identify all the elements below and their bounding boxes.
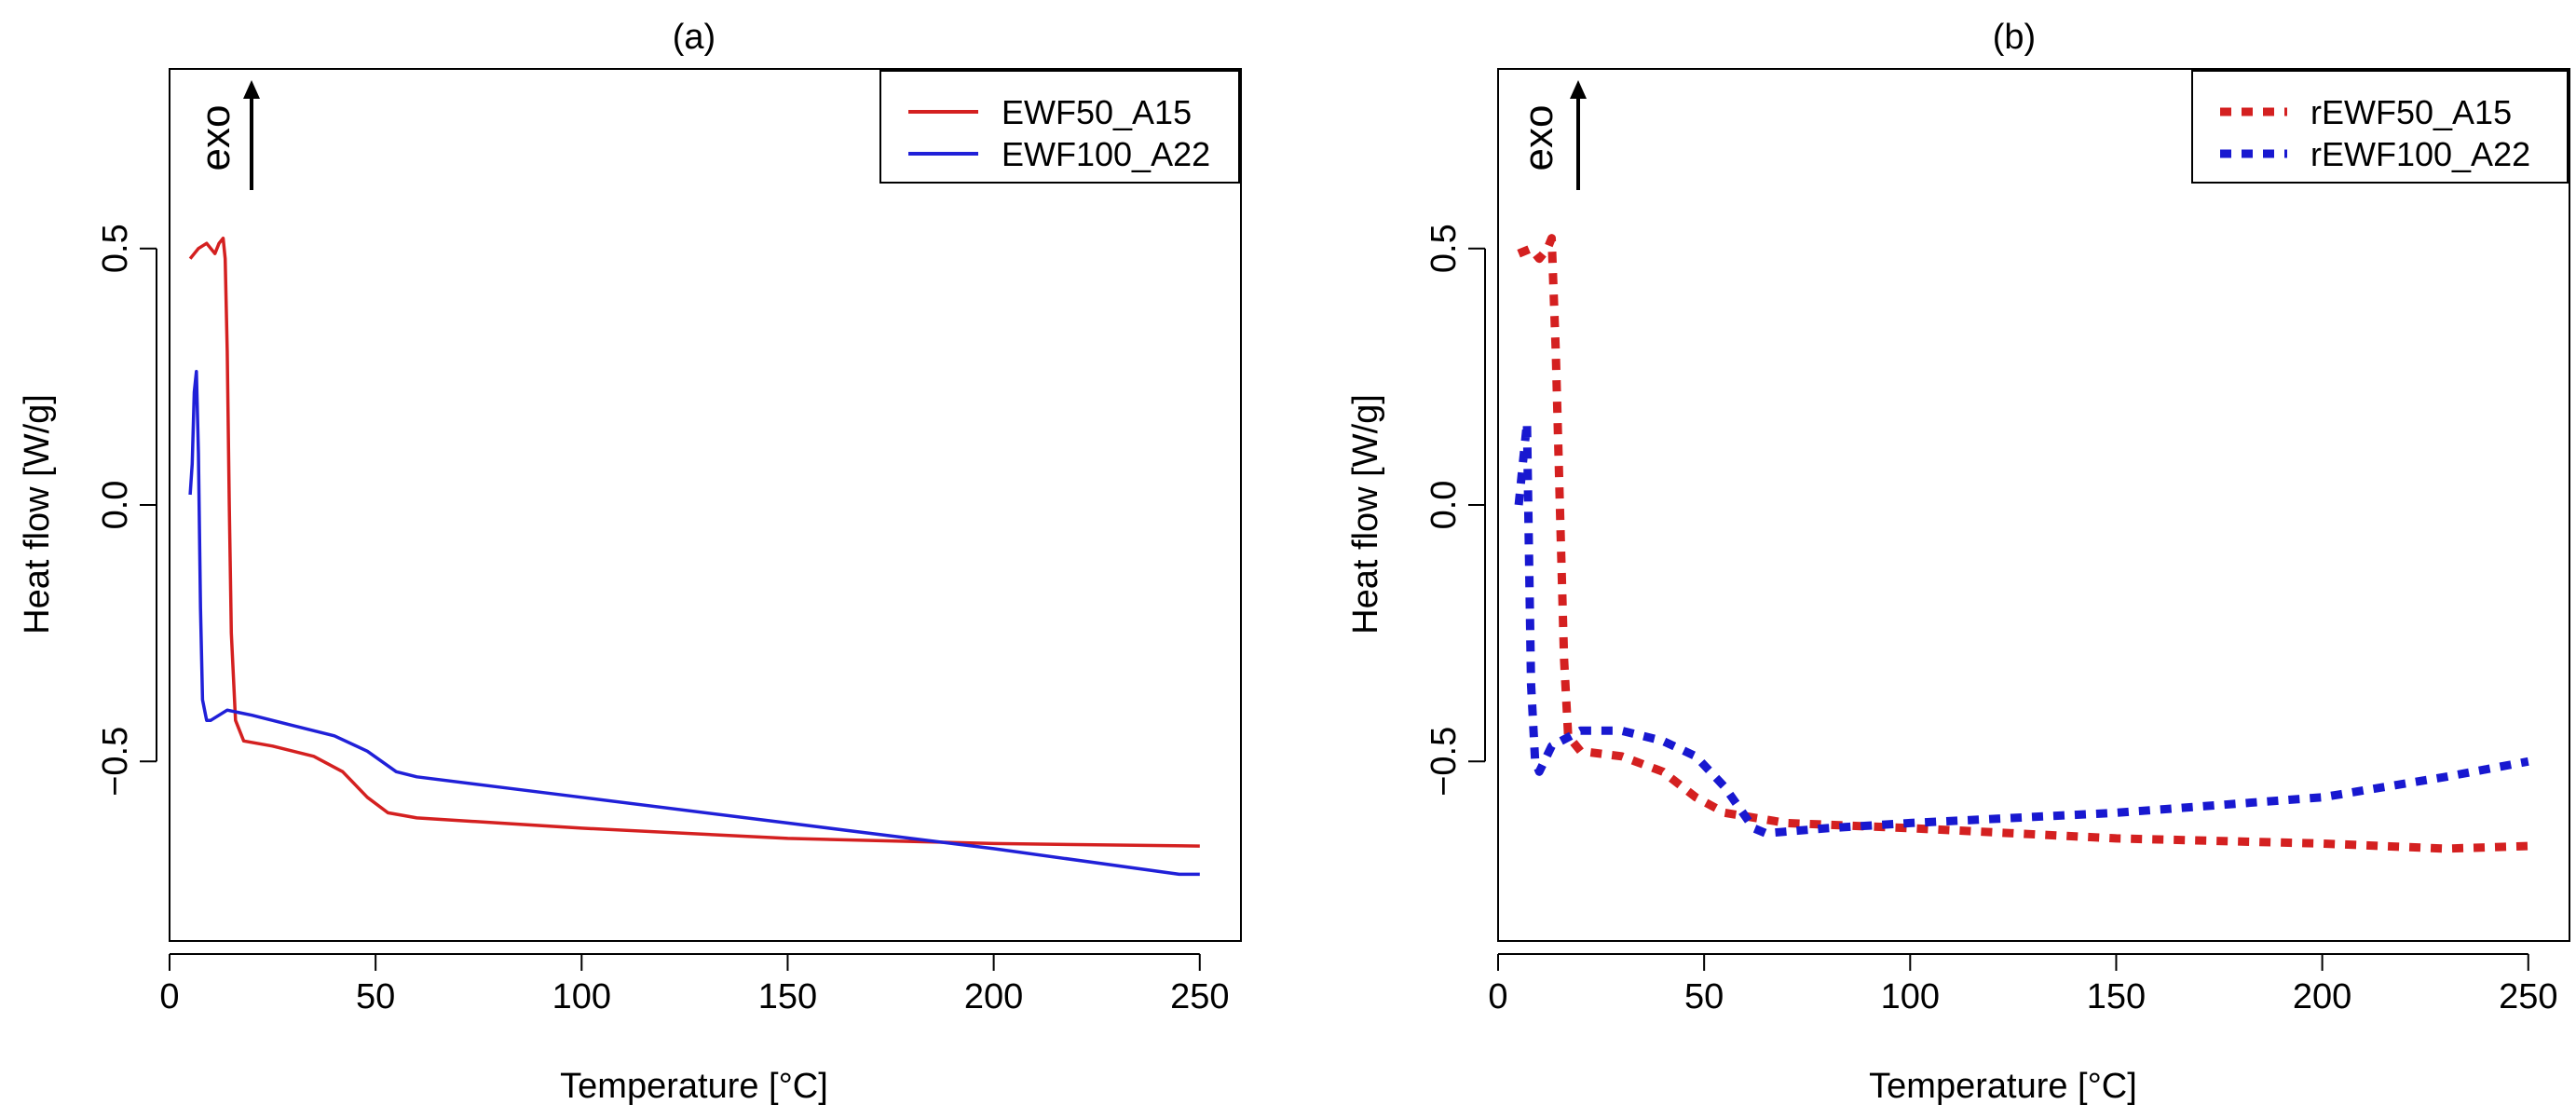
series-line-rewf50-a15 bbox=[1517, 234, 2528, 853]
legend: EWF50_A15 EWF100_A22 bbox=[879, 70, 1240, 184]
series-line-ewf100-a22 bbox=[188, 370, 1200, 877]
legend: rEWF50_A15 rEWF100_A22 bbox=[2191, 70, 2569, 184]
x-tick-label: 200 bbox=[964, 977, 1023, 1016]
plot-frame bbox=[1497, 68, 2570, 942]
x-axis-label: Temperature [°C] bbox=[560, 1067, 828, 1106]
plot-area bbox=[1514, 234, 2529, 853]
exo-arrow-head bbox=[1570, 80, 1587, 99]
x-tick-label: 0 bbox=[159, 977, 179, 1016]
exo-annotation: exo bbox=[1516, 80, 1587, 190]
panel-a: (a) 0 50 100 150 200 250 −0.5 0.0 0.5 Temperatu… bbox=[18, 18, 1242, 1106]
legend-box bbox=[2191, 70, 2569, 184]
y-axis-label: Heat flow [W/g] bbox=[1346, 394, 1385, 634]
series-line-ewf50-a15 bbox=[188, 236, 1200, 848]
x-tick-label: 100 bbox=[552, 977, 611, 1016]
y-axis: −0.5 0.0 0.5 bbox=[1424, 224, 1486, 797]
panel-b: (b) 0 50 100 150 200 250 −0.5 0.0 0.5 Temperatu… bbox=[1346, 18, 2570, 1106]
x-tick-label: 200 bbox=[2293, 977, 2351, 1016]
legend-box bbox=[879, 70, 1240, 184]
x-axis: 0 50 100 150 200 250 bbox=[159, 953, 1229, 1016]
panel-title: (a) bbox=[673, 18, 716, 57]
x-tick-label: 250 bbox=[2499, 977, 2557, 1016]
y-tick-label: 0.5 bbox=[1424, 224, 1464, 273]
legend-label-rewf100: rEWF100_A22 bbox=[2310, 135, 2530, 173]
legend-label-ewf100: EWF100_A22 bbox=[1002, 135, 1210, 173]
x-tick-label: 0 bbox=[1488, 977, 1507, 1016]
panel-title: (b) bbox=[1993, 18, 2036, 57]
y-axis: −0.5 0.0 0.5 bbox=[96, 224, 157, 797]
exo-annotation: exo bbox=[193, 80, 260, 190]
series-line-rewf100-a22 bbox=[1514, 418, 2529, 838]
x-tick-label: 150 bbox=[2087, 977, 2146, 1016]
x-axis-label: Temperature [°C] bbox=[1869, 1067, 2137, 1106]
legend-label-ewf50: EWF50_A15 bbox=[1002, 93, 1192, 131]
x-tick-label: 100 bbox=[1881, 977, 1940, 1016]
y-tick-label: 0.0 bbox=[1424, 481, 1464, 530]
exo-arrow-head bbox=[243, 80, 260, 99]
x-tick-label: 250 bbox=[1170, 977, 1229, 1016]
x-axis: 0 50 100 150 200 250 bbox=[1488, 953, 2557, 1016]
y-tick-label: 0.0 bbox=[96, 481, 135, 530]
y-tick-label: −0.5 bbox=[1424, 727, 1464, 797]
x-tick-label: 150 bbox=[758, 977, 817, 1016]
y-tick-label: −0.5 bbox=[96, 727, 135, 797]
y-tick-label: 0.5 bbox=[96, 224, 135, 273]
y-axis-label: Heat flow [W/g] bbox=[18, 394, 57, 634]
x-tick-label: 50 bbox=[356, 977, 395, 1016]
plot-frame bbox=[169, 68, 1242, 942]
exo-label: exo bbox=[1516, 105, 1561, 171]
exo-label: exo bbox=[193, 105, 239, 171]
legend-label-rewf50: rEWF50_A15 bbox=[2310, 93, 2512, 131]
plot-area bbox=[188, 236, 1200, 877]
x-tick-label: 50 bbox=[1684, 977, 1724, 1016]
